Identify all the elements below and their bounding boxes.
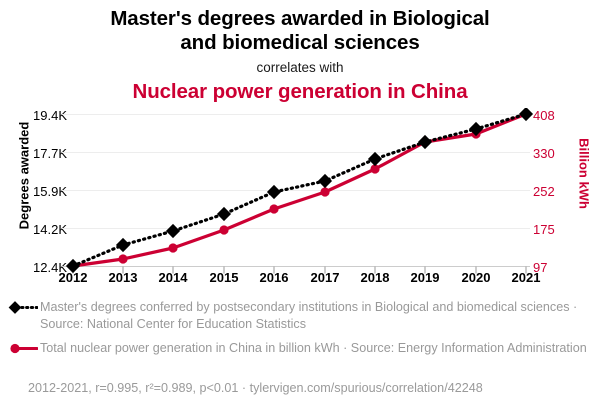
black-diamond-dotted-line-icon (8, 301, 38, 314)
chart-canvas (62, 108, 534, 274)
x-tick-2016: 2016 (259, 270, 289, 285)
x-tick-2021: 2021 (511, 270, 541, 285)
title-block: Master's degrees awarded in Biological a… (0, 0, 600, 104)
x-tick-2015: 2015 (209, 270, 239, 285)
legend-label-nuclear-power: Total nuclear power generation in China … (40, 340, 587, 355)
x-tick-2012: 2012 (58, 270, 88, 285)
y-tick-left-12-4k: 12.4K (33, 260, 67, 275)
y-tick-right-175: 175 (533, 222, 555, 237)
y-tick-left-19-4k: 19.4K (33, 108, 67, 123)
correlation-stats-footer: 2012-2021, r=0.995, r²=0.989, p<0.01 · t… (28, 381, 483, 395)
title-line-2: and biomedical sciences (180, 31, 420, 55)
x-axis-line (62, 266, 530, 274)
x-tick-2020: 2020 (461, 270, 491, 285)
y-tick-right-97: 97 (533, 260, 548, 275)
red-circle-solid-line-icon (10, 343, 38, 353)
series-nuclear-power-line (71, 112, 528, 268)
series-masters-degrees-markers (65, 108, 534, 274)
y-tick-right-252: 252 (533, 184, 555, 199)
legend-item-nuclear-power: Total nuclear power generation in China … (6, 340, 600, 357)
series-masters-degrees-line (71, 112, 528, 268)
y-tick-left-15-9k: 15.9K (33, 184, 67, 199)
title-secondary: Nuclear power generation in China (132, 80, 468, 104)
title-connector: correlates with (256, 60, 344, 76)
page-title: Master's degrees awarded in Biological a… (0, 0, 600, 55)
y-tick-left-17-7k: 17.7K (33, 146, 67, 161)
plot-area: Degrees awarded Billion kWh 19.4K 17.7K … (0, 108, 600, 300)
x-tick-2017: 2017 (310, 270, 340, 285)
legend-item-masters-degrees: Master's degrees conferred by postsecond… (6, 299, 600, 333)
y-tick-left-14-2k: 14.2K (33, 222, 67, 237)
x-tick-2019: 2019 (410, 270, 440, 285)
y-tick-right-330: 330 (533, 146, 555, 161)
x-tick-2014: 2014 (158, 270, 188, 285)
chart-legend: Master's degrees conferred by postsecond… (0, 299, 600, 357)
x-tick-2013: 2013 (108, 270, 138, 285)
x-tick-2018: 2018 (360, 270, 390, 285)
legend-label-masters-degrees: Master's degrees conferred by postsecond… (40, 300, 578, 331)
title-line-1: Master's degrees awarded in Biological (110, 7, 490, 30)
y-tick-right-408: 408 (533, 108, 555, 123)
